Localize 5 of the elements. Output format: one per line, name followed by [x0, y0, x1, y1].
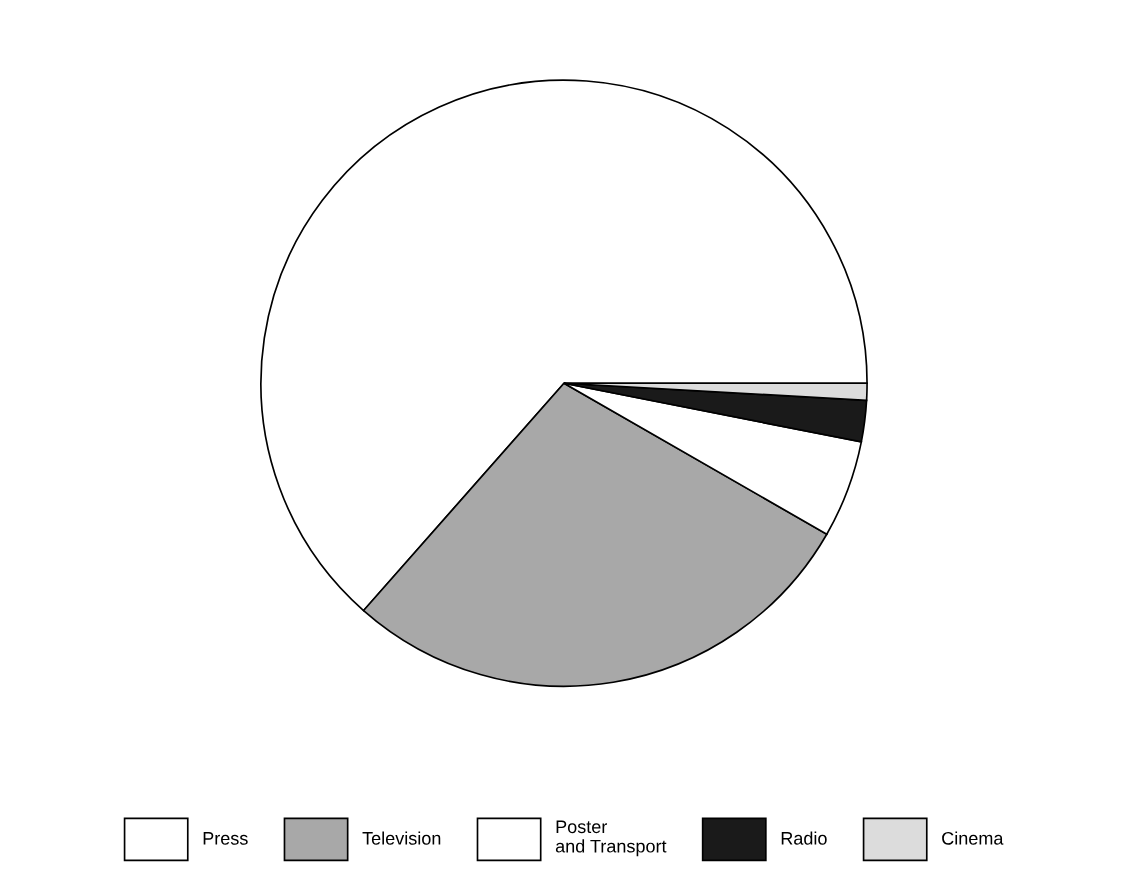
legend-label: Television [362, 831, 441, 845]
legend-label: Poster and Transport [555, 820, 667, 857]
legend-label: Cinema [942, 831, 1004, 845]
legend-label: Radio [781, 831, 827, 845]
legend-label: Press [203, 832, 248, 845]
